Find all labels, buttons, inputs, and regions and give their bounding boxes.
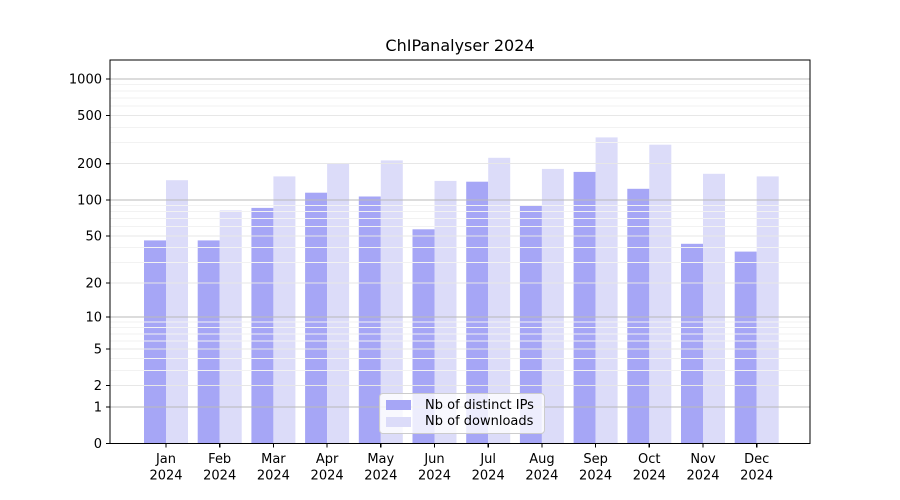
x-tick-label-jun: Jun (423, 452, 444, 467)
bar-nb-of-distinct-ips-may (358, 196, 381, 444)
x-tick-label-may: May (367, 452, 394, 467)
bar-nb-of-distinct-ips-oct (627, 188, 650, 444)
x-tick-year-sep: 2024 (579, 469, 612, 484)
plot-border (109, 59, 811, 445)
x-tick-year-aug: 2024 (525, 469, 558, 484)
x-tick-year-dec: 2024 (740, 469, 773, 484)
bar-nb-of-downloads-nov (703, 173, 725, 444)
y-tick-label-500: 500 (77, 109, 102, 124)
bar-nb-of-downloads-may (380, 160, 403, 444)
x-tick-label-feb: Feb (208, 452, 231, 467)
bar-nb-of-distinct-ips-nov (681, 243, 703, 444)
x-tick-label-oct: Oct (638, 452, 660, 467)
bar-nb-of-distinct-ips-sep (573, 171, 596, 444)
chart-title: ChIPanalyser 2024 (385, 36, 535, 55)
x-tick-year-oct: 2024 (633, 469, 666, 484)
y-tick-label-1: 1 (94, 400, 102, 415)
legend-label-distinct-ips: Nb of distinct IPs (425, 397, 534, 413)
y-tick-label-10: 10 (85, 311, 102, 326)
legend-label-downloads: Nb of downloads (425, 414, 534, 430)
x-tick-year-apr: 2024 (311, 469, 344, 484)
legend-item-downloads: Nb of downloads (386, 414, 538, 429)
x-tick-year-jun: 2024 (418, 469, 451, 484)
x-tick-label-apr: Apr (316, 452, 339, 467)
bar-nb-of-distinct-ips-apr (305, 192, 328, 444)
bar-nb-of-downloads-jun (434, 180, 457, 444)
x-tick-year-jul: 2024 (472, 469, 505, 484)
bar-nb-of-distinct-ips-aug (519, 205, 542, 444)
bar-nb-of-downloads-oct (649, 144, 672, 444)
bar-nb-of-downloads-mar (273, 176, 296, 444)
x-tick-year-nov: 2024 (686, 469, 719, 484)
x-tick-year-may: 2024 (364, 469, 397, 484)
y-tick-label-2: 2 (94, 379, 102, 394)
bar-nb-of-downloads-aug (541, 168, 564, 444)
x-tick-label-jul: Jul (479, 452, 496, 467)
x-tick-label-jan: Jan (155, 452, 176, 467)
y-tick-label-5: 5 (94, 343, 102, 358)
bar-nb-of-distinct-ips-jan (144, 240, 166, 444)
legend-swatch-downloads (386, 416, 411, 427)
bar-nb-of-downloads-dec (756, 176, 779, 444)
bar-nb-of-distinct-ips-feb (197, 240, 220, 444)
x-tick-year-jan: 2024 (149, 469, 182, 484)
bar-nb-of-distinct-ips-dec (734, 251, 757, 444)
x-tick-year-feb: 2024 (203, 469, 236, 484)
y-tick-label-50: 50 (85, 230, 102, 245)
legend-item-distinct-ips: Nb of distinct IPs (386, 398, 538, 413)
x-tick-label-sep: Sep (583, 452, 608, 467)
x-tick-label-aug: Aug (529, 452, 554, 467)
bar-nb-of-downloads-feb (219, 210, 242, 444)
x-tick-label-dec: Dec (744, 452, 769, 467)
bar-nb-of-downloads-apr (327, 163, 350, 444)
bar-nb-of-distinct-ips-mar (251, 207, 274, 444)
legend-swatch-distinct-ips (386, 400, 411, 411)
bar-nb-of-downloads-jul (488, 157, 511, 444)
y-tick-label-200: 200 (77, 157, 102, 172)
y-tick-label-100: 100 (77, 194, 102, 209)
x-tick-label-nov: Nov (690, 452, 716, 467)
x-tick-year-mar: 2024 (257, 469, 290, 484)
y-tick-label-1000: 1000 (69, 73, 102, 88)
chart-legend: Nb of distinct IPs Nb of downloads (379, 393, 545, 434)
x-tick-label-mar: Mar (261, 452, 286, 467)
bar-nb-of-downloads-sep (595, 137, 618, 444)
bar-nb-of-downloads-jan (166, 180, 188, 444)
y-tick-label-0: 0 (94, 437, 102, 452)
y-tick-label-20: 20 (85, 276, 102, 291)
